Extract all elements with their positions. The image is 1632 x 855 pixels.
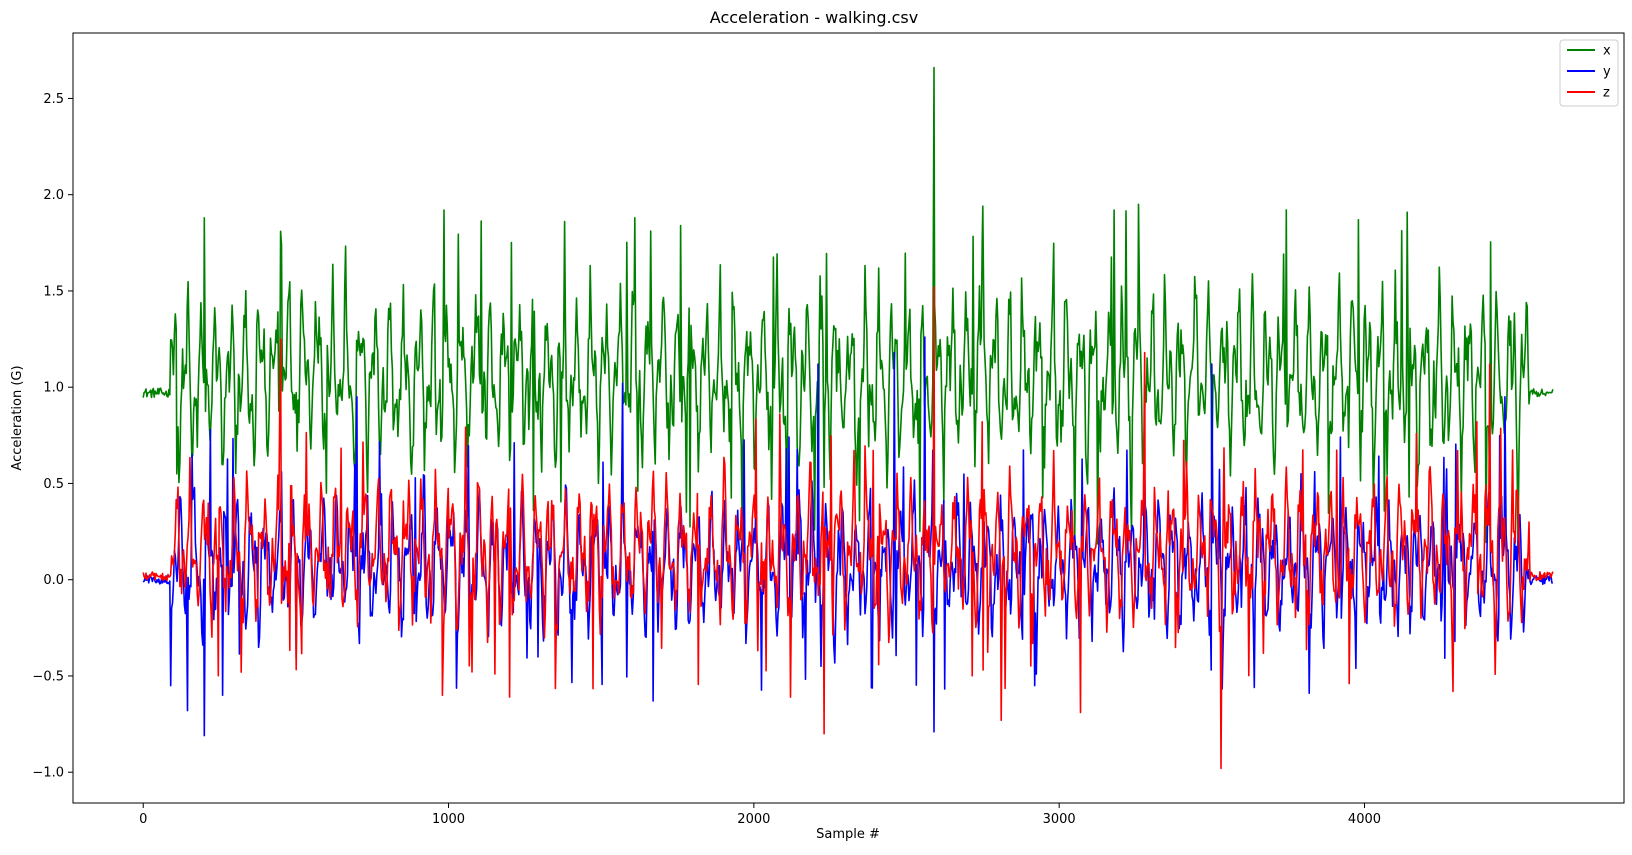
y-tick-label: −1.0 xyxy=(32,766,64,781)
legend: xyz xyxy=(1559,39,1619,107)
legend-label-x: x xyxy=(1603,44,1611,59)
legend-label-z: z xyxy=(1603,86,1610,101)
x-tick-label: 3000 xyxy=(1043,812,1076,827)
x-axis-label: Sample # xyxy=(816,827,880,842)
x-axis-ticks: 0 1000 2000 3000 4000 xyxy=(139,803,1381,827)
y-tick-label: 1.0 xyxy=(43,381,64,396)
chart-title: Acceleration - walking.csv xyxy=(710,8,918,27)
y-tick-label: 1.5 xyxy=(43,284,64,299)
series-line-z xyxy=(142,286,1554,770)
legend-label-y: y xyxy=(1603,65,1611,80)
y-tick-label: 2.5 xyxy=(43,92,64,107)
series-line-x xyxy=(142,66,1554,547)
plot-lines xyxy=(142,66,1554,770)
x-tick-label: 4000 xyxy=(1348,812,1381,827)
y-axis-ticks: −1.0 −0.5 0.0 0.5 1.0 1.5 2.0 2.5 xyxy=(32,92,73,781)
x-tick-label: 1000 xyxy=(432,812,465,827)
y-tick-label: 0.5 xyxy=(43,477,64,492)
x-tick-label: 0 xyxy=(139,812,147,827)
series-line-y xyxy=(142,336,1554,737)
y-tick-label: 2.0 xyxy=(43,188,64,203)
plot-frame xyxy=(72,32,1625,804)
y-axis-label: Acceleration (G) xyxy=(10,365,25,470)
legend-box xyxy=(1559,39,1619,107)
y-tick-label: −0.5 xyxy=(32,669,64,684)
y-tick-label: 0.0 xyxy=(43,573,64,588)
x-tick-label: 2000 xyxy=(737,812,770,827)
